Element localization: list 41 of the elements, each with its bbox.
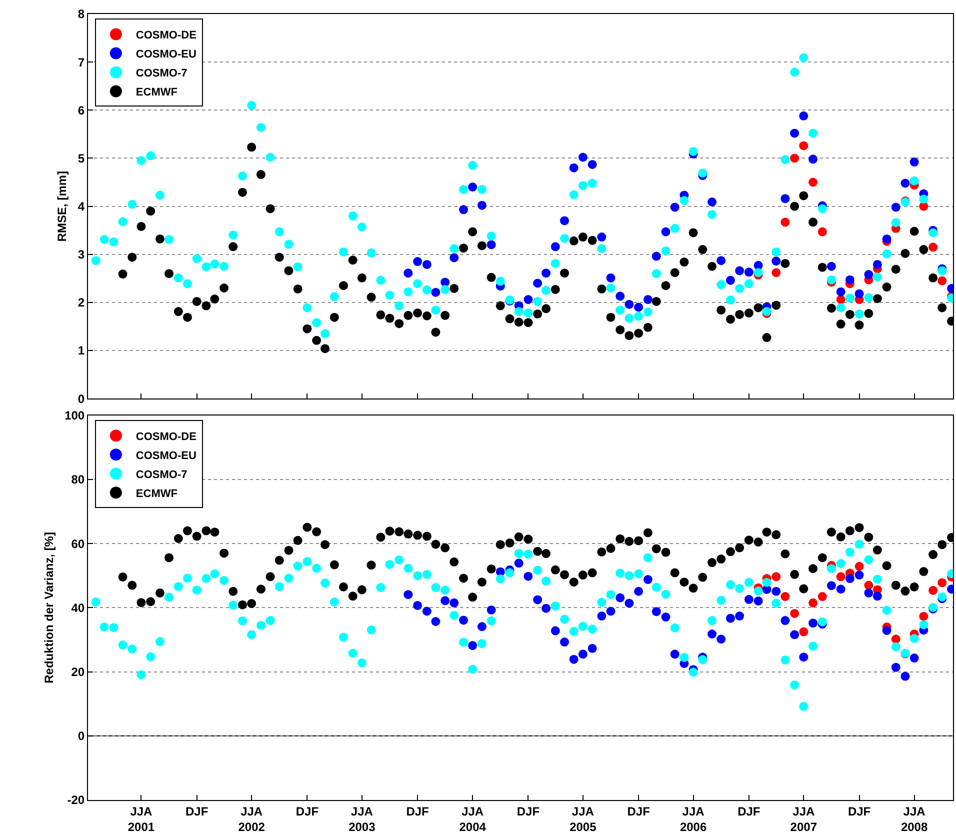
x-tick-label: JJA 2007: [790, 804, 818, 834]
y-tick-label: 3: [78, 248, 85, 262]
legend-label: COSMO-EU: [136, 450, 196, 462]
x-tick-label: DJF: [406, 804, 429, 818]
y-tick-label: 5: [78, 151, 85, 166]
legend-label: COSMO-7: [136, 468, 188, 481]
y-tick-label: -20: [67, 793, 85, 808]
y-tick-label: 4: [78, 199, 85, 214]
y-axis-title: RMSE, [mm]: [55, 170, 70, 242]
x-tick-label: DJF: [627, 804, 650, 818]
x-tick-label: JJA 2008: [900, 804, 928, 834]
x-tick-label: JJA 2005: [570, 804, 597, 834]
legend-label: ECMWF: [136, 488, 178, 500]
y-tick-label: 2: [78, 296, 85, 310]
x-tick-label: JJA 2002: [238, 804, 266, 834]
y-axis-title: Reduktion der Varianz, [%]: [42, 532, 56, 684]
y-tick-label: 100: [64, 408, 85, 423]
y-tick-label: 80: [71, 472, 85, 487]
y-tick-label: 7: [78, 55, 85, 70]
x-tick-label: JJA 2006: [680, 804, 707, 834]
x-tick-label: DJF: [848, 804, 871, 818]
x-tick-label: DJF: [738, 804, 760, 818]
legend-label: COSMO-7: [136, 68, 188, 80]
legend-label: COSMO-DE: [136, 430, 196, 443]
y-tick-label: 40: [71, 600, 85, 615]
legend-label: COSMO-EU: [136, 48, 196, 61]
x-tick-label: JJA 2003: [348, 804, 376, 834]
y-tick-label: 8: [78, 7, 85, 22]
x-tick-label: DJF: [516, 804, 540, 818]
y-tick-label: 6: [78, 103, 85, 118]
legend-label: COSMO-DE: [136, 30, 196, 42]
y-tick-label: 60: [71, 536, 85, 551]
legend-label: ECMWF: [136, 86, 178, 99]
y-tick-label: 0: [78, 729, 85, 744]
x-tick-label: DJF: [296, 804, 319, 818]
x-tick-label: JJA 2001: [128, 804, 155, 834]
y-tick-label: 1: [78, 344, 85, 358]
y-tick-label: 20: [71, 665, 85, 680]
x-tick-label: JJA 2004: [459, 804, 486, 834]
x-tick-label: DJF: [186, 804, 208, 818]
y-tick-label: 0: [78, 392, 85, 406]
